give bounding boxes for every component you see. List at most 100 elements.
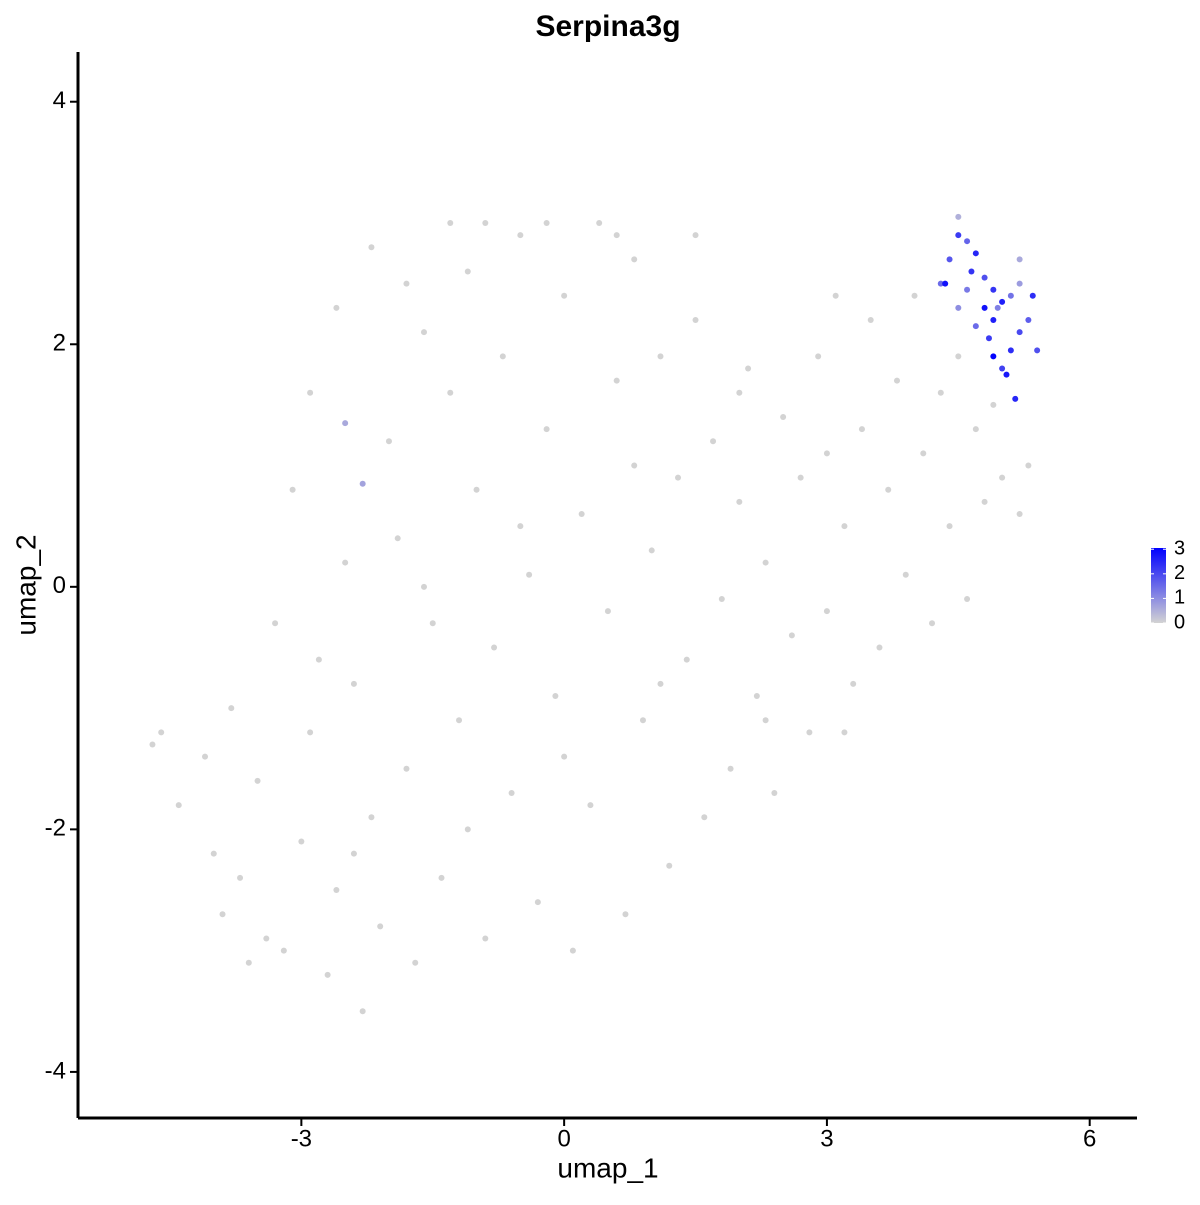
point xyxy=(955,304,962,311)
point xyxy=(942,280,949,287)
chart-title: Serpina3g xyxy=(535,10,680,43)
x-axis-label: umap_1 xyxy=(557,1152,658,1183)
point xyxy=(456,717,463,724)
point xyxy=(710,438,717,445)
point xyxy=(482,219,489,226)
point xyxy=(788,632,795,639)
point xyxy=(307,729,314,736)
y-tick-label: -2 xyxy=(45,815,66,842)
point xyxy=(543,219,550,226)
point xyxy=(561,292,568,299)
y-tick-label: 4 xyxy=(53,87,66,114)
point xyxy=(412,959,419,966)
point xyxy=(841,523,848,530)
point xyxy=(972,323,979,330)
point xyxy=(447,389,454,396)
point xyxy=(823,450,830,457)
point xyxy=(464,826,471,833)
point xyxy=(517,232,524,239)
point xyxy=(920,450,927,457)
point xyxy=(508,789,515,796)
point xyxy=(403,280,410,287)
point xyxy=(1016,280,1023,287)
legend-tick-label: 0 xyxy=(1174,611,1185,633)
point xyxy=(1016,256,1023,263)
point xyxy=(955,353,962,360)
point xyxy=(946,256,953,263)
point xyxy=(937,280,944,287)
point xyxy=(1034,347,1041,354)
point xyxy=(202,753,209,760)
point xyxy=(1016,329,1023,336)
legend-tick-label: 3 xyxy=(1174,538,1185,560)
point xyxy=(350,680,357,687)
point xyxy=(639,717,646,724)
point xyxy=(385,438,392,445)
point xyxy=(491,644,498,651)
legend-tick-label: 1 xyxy=(1174,587,1185,609)
point xyxy=(990,317,997,324)
point xyxy=(885,486,892,493)
point xyxy=(823,608,830,615)
point xyxy=(718,595,725,602)
point xyxy=(876,644,883,651)
point xyxy=(736,389,743,396)
point xyxy=(613,377,620,384)
y-tick-label: 2 xyxy=(53,330,66,357)
point xyxy=(736,498,743,505)
point xyxy=(815,353,822,360)
point xyxy=(797,474,804,481)
point xyxy=(420,583,427,590)
point xyxy=(999,298,1006,305)
point xyxy=(342,420,349,427)
point xyxy=(359,1008,366,1015)
point xyxy=(972,426,979,433)
point xyxy=(990,353,997,360)
point xyxy=(307,389,314,396)
point xyxy=(272,620,279,627)
point xyxy=(701,814,708,821)
point xyxy=(968,268,975,275)
point xyxy=(964,238,971,245)
point xyxy=(324,971,331,978)
point xyxy=(263,935,270,942)
point xyxy=(473,486,480,493)
point xyxy=(254,777,261,784)
point xyxy=(727,765,734,772)
point xyxy=(964,286,971,293)
point xyxy=(631,256,638,263)
point xyxy=(657,680,664,687)
point xyxy=(806,729,813,736)
point xyxy=(1007,347,1014,354)
x-tick-label: 3 xyxy=(820,1125,833,1152)
point xyxy=(1003,371,1010,378)
point xyxy=(964,595,971,602)
point xyxy=(561,753,568,760)
x-tick-label: 6 xyxy=(1083,1125,1096,1152)
point xyxy=(955,213,962,220)
point xyxy=(175,802,182,809)
x-tick-label: 0 xyxy=(557,1125,570,1152)
point xyxy=(893,377,900,384)
point xyxy=(745,365,752,372)
legend-tick-label: 2 xyxy=(1174,562,1185,584)
point xyxy=(955,232,962,239)
point xyxy=(946,523,953,530)
point xyxy=(692,317,699,324)
point xyxy=(245,959,252,966)
point xyxy=(482,935,489,942)
point xyxy=(780,414,787,421)
point xyxy=(534,899,541,906)
point xyxy=(368,814,375,821)
point xyxy=(981,274,988,281)
point xyxy=(578,511,585,518)
point xyxy=(867,317,874,324)
point xyxy=(762,559,769,566)
point xyxy=(429,620,436,627)
y-tick-label: 0 xyxy=(53,572,66,599)
point xyxy=(657,353,664,360)
point xyxy=(1025,317,1032,324)
point xyxy=(648,547,655,554)
point xyxy=(1007,292,1014,299)
